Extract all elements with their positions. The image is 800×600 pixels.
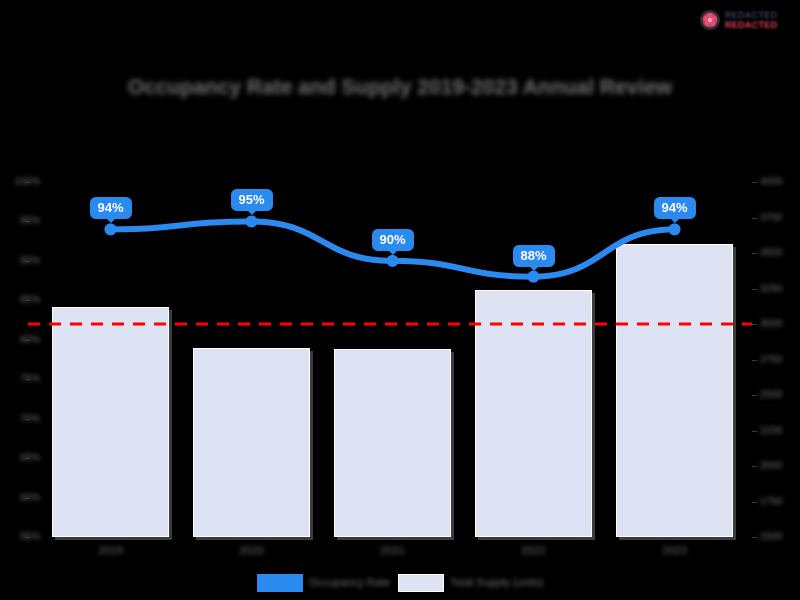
bar-2022[interactable] <box>475 289 592 537</box>
x-axis-label-2020: 2020 <box>239 545 264 557</box>
left-axis-tick-mark <box>25 221 30 223</box>
right-axis-tick-mark <box>752 501 757 503</box>
y-axis-left: 100% 95% 90% 85% 80% 75% 70% 65% 60% 55% <box>0 177 48 543</box>
brand-mark-icon <box>698 8 722 32</box>
data-label-2021: 90% <box>371 228 414 255</box>
right-axis-tick-mark <box>752 359 757 361</box>
right-axis-tick-mark <box>752 288 757 290</box>
right-axis-tick-label: 2500 <box>760 389 783 401</box>
legend-label-occupancy-rate: Occupancy Rate <box>308 577 390 589</box>
left-axis-tick-mark <box>25 182 30 183</box>
left-axis-tick-mark <box>25 300 30 302</box>
right-axis-tick-mark <box>752 430 757 432</box>
legend-swatch-bar-icon <box>397 574 444 592</box>
legend-item-total-supply[interactable]: Total Supply (units) <box>397 574 544 592</box>
right-axis-tick-label: 1750 <box>760 496 783 507</box>
line-point-2023[interactable] <box>668 223 681 236</box>
right-axis-tick-mark <box>752 217 757 219</box>
right-axis-tick-label: 3750 <box>760 212 783 223</box>
right-axis-tick-mark <box>752 324 757 325</box>
data-label-2020: 95% <box>230 189 273 216</box>
line-point-2019[interactable] <box>104 223 117 236</box>
bar-2021[interactable] <box>334 348 451 537</box>
bar-2020[interactable] <box>193 348 310 537</box>
right-axis-tick-label: 2250 <box>760 425 783 436</box>
x-axis-label-2022: 2022 <box>521 545 546 557</box>
left-axis-tick-mark <box>25 458 30 460</box>
data-label-2019: 94% <box>89 197 132 224</box>
right-axis-tick-mark <box>752 395 757 396</box>
brand-logo: REDACTED REDACTED <box>698 4 794 36</box>
right-axis-tick-mark <box>752 253 757 254</box>
left-axis-tick-mark <box>25 497 30 499</box>
right-axis-tick-label: 3250 <box>760 283 783 294</box>
line-point-2020[interactable] <box>245 215 258 228</box>
right-axis-tick-label: 1500 <box>760 531 783 543</box>
right-axis-tick-label: 2750 <box>760 354 783 365</box>
data-label-2023: 94% <box>653 197 696 224</box>
chart-title: Occupancy Rate and Supply 2019-2023 Annu… <box>127 76 673 99</box>
right-axis-tick-label: 3500 <box>760 247 783 259</box>
bar-2023[interactable] <box>616 244 733 537</box>
x-axis-label-2023: 2023 <box>662 545 687 557</box>
brand-name-primary: REDACTED <box>725 9 778 20</box>
right-axis-tick-mark <box>752 182 757 183</box>
bar-2019[interactable] <box>52 306 169 537</box>
x-axis-label-2021: 2021 <box>380 545 405 557</box>
right-axis-tick-mark <box>752 466 757 467</box>
y-axis-right: 4000 3750 3500 3250 3000 2750 2500 2250 2000 1750… <box>752 177 800 543</box>
legend-label-total-supply: Total Supply (units) <box>449 577 544 589</box>
data-label-2022: 88% <box>512 244 555 271</box>
left-axis-tick-mark <box>25 418 30 420</box>
right-axis-tick-label: 4000 <box>760 176 783 188</box>
right-axis-tick-label: 2000 <box>760 460 783 472</box>
line-point-2022[interactable] <box>527 270 540 283</box>
legend-item-occupancy-rate[interactable]: Occupancy Rate <box>256 574 390 592</box>
left-axis-tick-mark <box>25 537 30 538</box>
right-axis-tick-mark <box>752 537 757 538</box>
line-point-2021[interactable] <box>386 254 399 267</box>
left-axis-tick-mark <box>25 379 30 381</box>
brand-name-secondary: REDACTED <box>725 19 778 30</box>
left-axis-tick-mark <box>25 339 30 341</box>
left-axis-tick-mark <box>25 260 30 262</box>
right-axis-tick-label: 3000 <box>760 318 783 330</box>
brand-wordmark: REDACTED REDACTED <box>725 9 778 30</box>
x-axis-label-2019: 2019 <box>98 545 123 557</box>
chart-legend: Occupancy Rate Total Supply (units) <box>0 574 800 592</box>
legend-swatch-line-icon <box>256 574 303 592</box>
